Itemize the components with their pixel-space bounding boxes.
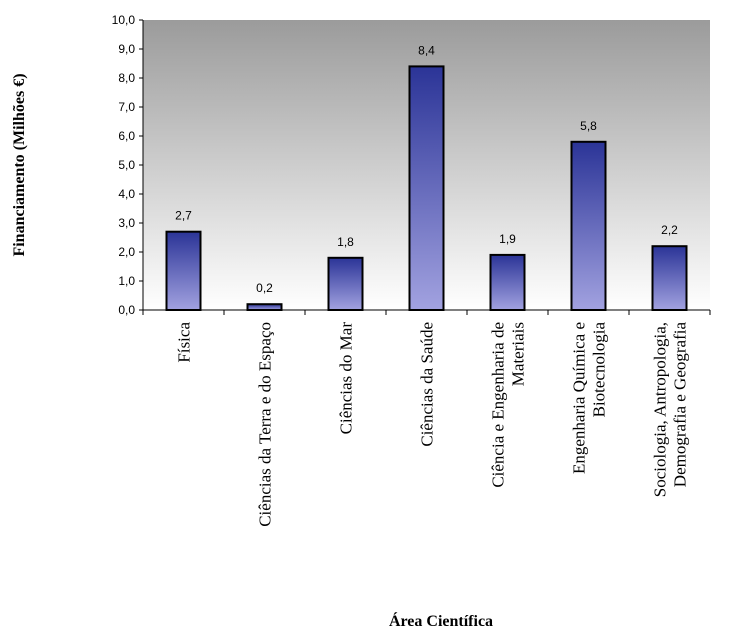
category-label: Biotecnologia — [590, 322, 609, 418]
y-tick-label: 0,0 — [118, 303, 135, 317]
axes-group: 0,0 1,0 2,0 3,0 4,0 5,0 6,0 7,0 8,0 9,0 10,0 — [112, 13, 711, 317]
data-label: 1,9 — [499, 232, 516, 246]
bar — [489, 253, 526, 311]
x-axis-title: Área Científica — [389, 611, 493, 630]
category-label: Física — [175, 322, 194, 363]
bar — [327, 256, 364, 311]
data-label: 8,4 — [418, 43, 435, 57]
category-label: Ciência e Engenharia de — [489, 322, 508, 488]
category-label: Materiais — [509, 322, 528, 386]
y-tick-label: 10,0 — [112, 13, 136, 27]
category-label: Engenharia Química e — [570, 322, 589, 474]
data-label: 0,2 — [256, 281, 273, 295]
category-label: Sociologia, Antropologia, — [651, 322, 670, 497]
y-tick-label: 8,0 — [118, 71, 135, 85]
category-label: Demografia e Geografia — [671, 322, 690, 488]
y-tick-label: 2,0 — [118, 245, 135, 259]
bar — [165, 230, 202, 311]
data-label: 1,8 — [337, 235, 354, 249]
category-label: Ciências da Terra e do Espaço — [256, 322, 275, 527]
data-labels-group: 2,7 0,2 1,8 8,4 1,9 5,8 2,2 — [175, 43, 678, 295]
y-tick-label: 9,0 — [118, 42, 135, 56]
bar — [570, 140, 607, 311]
category-labels-group: Física Ciências da Terra e do Espaço Ciênc… — [175, 322, 690, 527]
y-tick-label: 6,0 — [118, 129, 135, 143]
y-tick-label: 4,0 — [118, 187, 135, 201]
y-tick-label: 3,0 — [118, 216, 135, 230]
y-tick-label: 7,0 — [118, 100, 135, 114]
bar — [246, 303, 283, 312]
bar — [408, 65, 445, 312]
category-label: Ciências da Saúde — [418, 322, 437, 447]
data-label: 5,8 — [580, 119, 597, 133]
data-label: 2,2 — [661, 223, 678, 237]
category-label: Ciências do Mar — [337, 322, 356, 435]
bars-group — [165, 65, 688, 312]
data-label: 2,7 — [175, 209, 192, 223]
y-tick-label: 5,0 — [118, 158, 135, 172]
y-tick-label: 1,0 — [118, 274, 135, 288]
bar — [651, 245, 688, 311]
y-axis-title: Financiamento (Milhões €) — [11, 73, 28, 256]
